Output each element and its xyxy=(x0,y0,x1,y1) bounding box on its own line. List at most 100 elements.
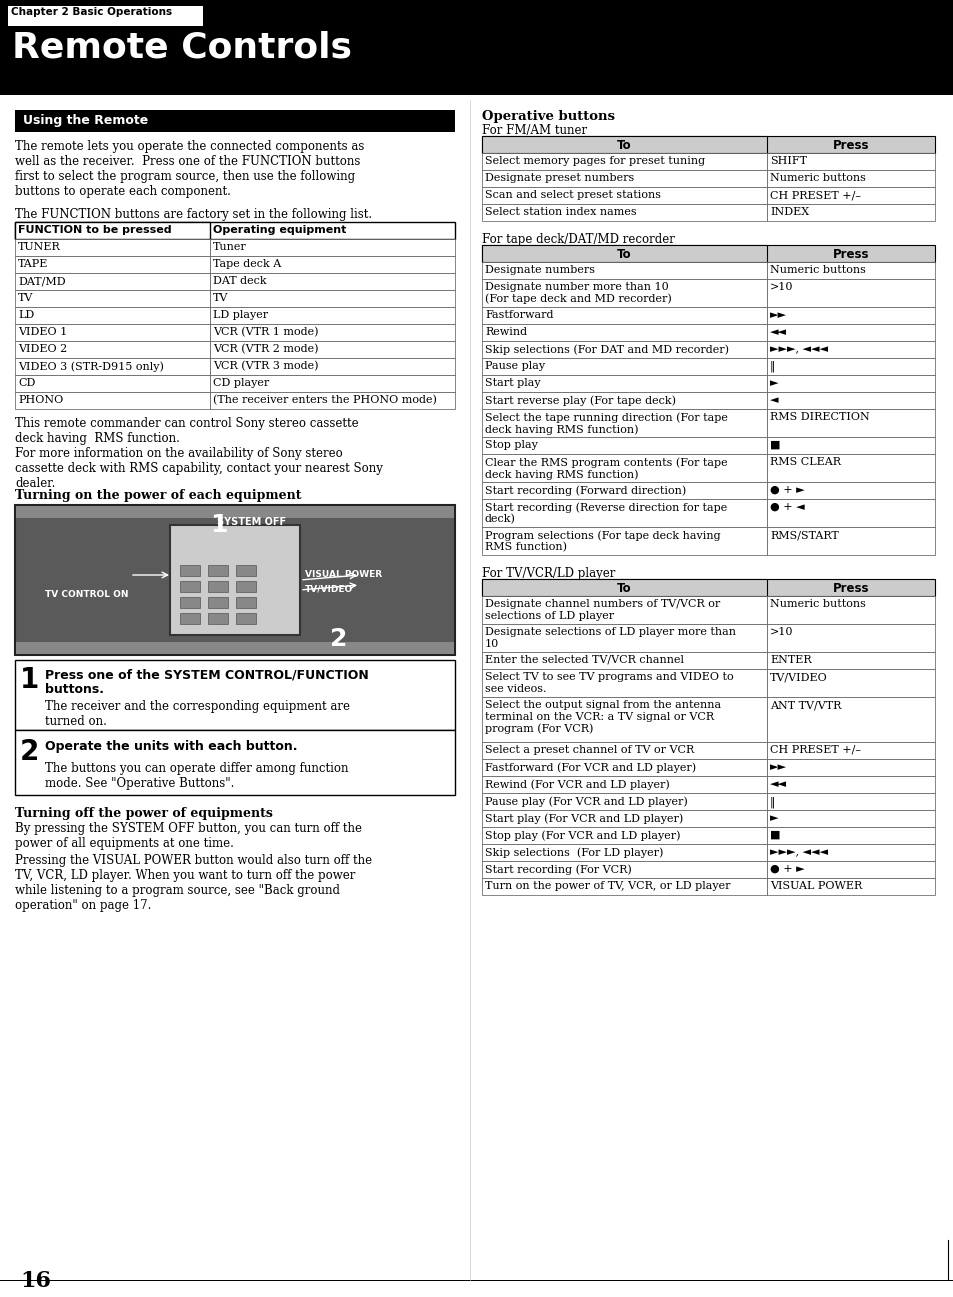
Bar xyxy=(210,291,455,307)
Bar xyxy=(766,204,934,220)
Text: Select the output signal from the antenna
terminal on the VCR: a TV signal or VC: Select the output signal from the antenn… xyxy=(484,700,720,734)
Bar xyxy=(208,565,228,576)
Bar xyxy=(481,652,766,669)
Text: Numeric buttons: Numeric buttons xyxy=(769,173,865,183)
Bar xyxy=(235,597,255,608)
Bar xyxy=(481,454,766,482)
Text: Pressing the VISUAL POWER button would also turn off the
TV, VCR, LD player. Whe: Pressing the VISUAL POWER button would a… xyxy=(15,853,372,912)
Text: ►►►, ◄◄◄: ►►►, ◄◄◄ xyxy=(769,344,827,354)
Bar xyxy=(481,437,766,454)
Text: Using the Remote: Using the Remote xyxy=(23,114,148,127)
Text: Press: Press xyxy=(832,139,868,152)
Text: Rewind (For VCR and LD player): Rewind (For VCR and LD player) xyxy=(484,779,669,790)
Text: TV/VIDEO: TV/VIDEO xyxy=(305,584,353,593)
Bar xyxy=(481,827,766,844)
Text: ◄◄: ◄◄ xyxy=(769,327,786,337)
Text: Pause play (For VCR and LD player): Pause play (For VCR and LD player) xyxy=(484,796,687,807)
Text: Start recording (Forward direction): Start recording (Forward direction) xyxy=(484,485,685,495)
Bar xyxy=(481,669,766,696)
Bar xyxy=(766,482,934,499)
Text: LD player: LD player xyxy=(213,310,268,320)
Text: ►: ► xyxy=(769,377,778,388)
Bar xyxy=(766,597,934,624)
Text: Rewind: Rewind xyxy=(484,327,527,337)
Text: Operate the units with each button.: Operate the units with each button. xyxy=(45,741,297,754)
Text: Scan and select preset stations: Scan and select preset stations xyxy=(484,189,660,200)
Text: Press: Press xyxy=(832,582,868,595)
Text: Stop play (For VCR and LD player): Stop play (For VCR and LD player) xyxy=(484,830,679,840)
Text: ◄◄: ◄◄ xyxy=(769,779,786,789)
Bar xyxy=(481,324,766,341)
Bar xyxy=(766,153,934,170)
Text: Start play (For VCR and LD player): Start play (For VCR and LD player) xyxy=(484,813,682,824)
Bar xyxy=(481,527,766,555)
Bar xyxy=(235,581,255,591)
Text: PHONO: PHONO xyxy=(18,396,63,405)
Text: CH PRESET +/–: CH PRESET +/– xyxy=(769,189,861,200)
Bar xyxy=(481,597,766,624)
Bar xyxy=(210,307,455,324)
Bar xyxy=(15,272,210,291)
Bar xyxy=(766,392,934,409)
Bar xyxy=(481,878,766,895)
Text: TV: TV xyxy=(18,293,33,303)
Text: VCR (VTR 2 mode): VCR (VTR 2 mode) xyxy=(213,344,318,354)
Bar xyxy=(481,578,766,597)
Text: Designate channel numbers of TV/VCR or
selections of LD player: Designate channel numbers of TV/VCR or s… xyxy=(484,599,720,620)
Bar xyxy=(481,204,766,220)
Bar xyxy=(0,0,953,95)
Text: Select a preset channel of TV or VCR: Select a preset channel of TV or VCR xyxy=(484,744,694,755)
Text: TUNER: TUNER xyxy=(18,243,61,252)
Text: Designate number more than 10
(For tape deck and MD recorder): Designate number more than 10 (For tape … xyxy=(484,281,671,305)
Bar xyxy=(481,861,766,878)
Bar xyxy=(481,262,766,279)
Bar xyxy=(15,222,455,239)
Text: To: To xyxy=(616,582,631,595)
Text: DAT/MD: DAT/MD xyxy=(18,276,66,287)
Bar xyxy=(481,279,766,307)
Text: Numeric buttons: Numeric buttons xyxy=(769,599,865,610)
Bar xyxy=(766,792,934,811)
Bar xyxy=(15,660,455,730)
Bar xyxy=(481,375,766,392)
Bar xyxy=(15,239,210,256)
Text: Designate numbers: Designate numbers xyxy=(484,265,595,275)
Bar xyxy=(16,506,454,518)
Text: Fastforward: Fastforward xyxy=(484,310,553,320)
Bar xyxy=(15,307,210,324)
Bar xyxy=(15,392,210,409)
Bar xyxy=(481,578,934,597)
Text: Enter the selected TV/VCR channel: Enter the selected TV/VCR channel xyxy=(484,655,683,665)
Text: SYSTEM OFF: SYSTEM OFF xyxy=(216,518,286,527)
Bar xyxy=(766,759,934,776)
Text: VIDEO 1: VIDEO 1 xyxy=(18,327,67,337)
Bar xyxy=(481,392,766,409)
Bar xyxy=(481,153,766,170)
Text: Select the tape running direction (For tape
deck having RMS function): Select the tape running direction (For t… xyxy=(484,412,727,434)
Text: Stop play: Stop play xyxy=(484,440,537,450)
Bar xyxy=(481,136,766,153)
Bar xyxy=(210,392,455,409)
Text: VIDEO 3 (STR-D915 only): VIDEO 3 (STR-D915 only) xyxy=(18,361,164,371)
Bar xyxy=(8,6,203,26)
Bar xyxy=(766,375,934,392)
Bar xyxy=(766,624,934,652)
Text: 1: 1 xyxy=(210,514,227,537)
Bar xyxy=(180,581,200,591)
Text: Turn on the power of TV, VCR, or LD player: Turn on the power of TV, VCR, or LD play… xyxy=(484,881,730,891)
Text: >10: >10 xyxy=(769,626,793,637)
Text: Start reverse play (For tape deck): Start reverse play (For tape deck) xyxy=(484,396,676,406)
Text: ◄: ◄ xyxy=(769,396,778,405)
Bar xyxy=(180,565,200,576)
Bar xyxy=(766,861,934,878)
Text: VISUAL POWER: VISUAL POWER xyxy=(305,569,382,578)
Bar xyxy=(208,613,228,624)
Bar xyxy=(15,256,210,272)
Text: (The receiver enters the PHONO mode): (The receiver enters the PHONO mode) xyxy=(213,396,436,405)
Text: Operative buttons: Operative buttons xyxy=(481,110,615,123)
Bar xyxy=(766,170,934,187)
Text: ● + ►: ● + ► xyxy=(769,485,803,495)
Bar xyxy=(766,527,934,555)
Bar xyxy=(210,358,455,375)
Bar xyxy=(16,642,454,654)
